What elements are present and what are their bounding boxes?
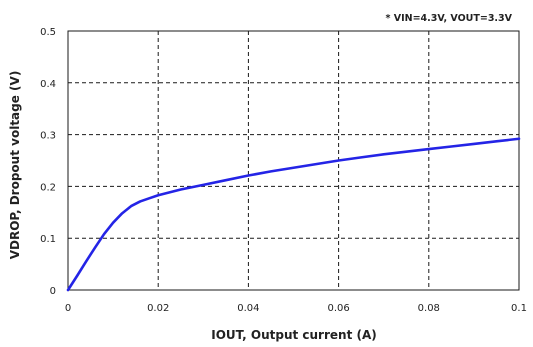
y-axis-label: VDROP, Dropout voltage (V): [8, 71, 22, 260]
y-tick-label: 0.2: [40, 182, 56, 193]
x-tick-label: 0.04: [237, 303, 259, 314]
annotation-label: * VIN=4.3V, VOUT=3.3V: [385, 13, 512, 24]
dropout-voltage-line: [66, 137, 521, 292]
y-tick-label: 0.4: [40, 79, 56, 90]
x-tick-label: 0.06: [327, 303, 349, 314]
x-tick-label: 0: [65, 303, 71, 314]
x-tick-label: 0.02: [147, 303, 169, 314]
x-axis-label: IOUT, Output current (A): [211, 328, 377, 342]
y-tick-label: 0: [50, 286, 56, 297]
series-group: [66, 137, 521, 292]
x-tick-label: 0.08: [418, 303, 440, 314]
y-tick-label: 0.1: [40, 234, 56, 245]
x-tick-label: 0.1: [511, 303, 527, 314]
y-tick-label: 0.3: [40, 131, 56, 142]
y-tick-label: 0.5: [40, 27, 56, 38]
plot-frame: [67, 30, 520, 291]
tick-labels: 0 0.02 0.04 0.06 0.08 0.1 0 0.1 0.2 0.3 0.4 0.5: [40, 27, 527, 314]
